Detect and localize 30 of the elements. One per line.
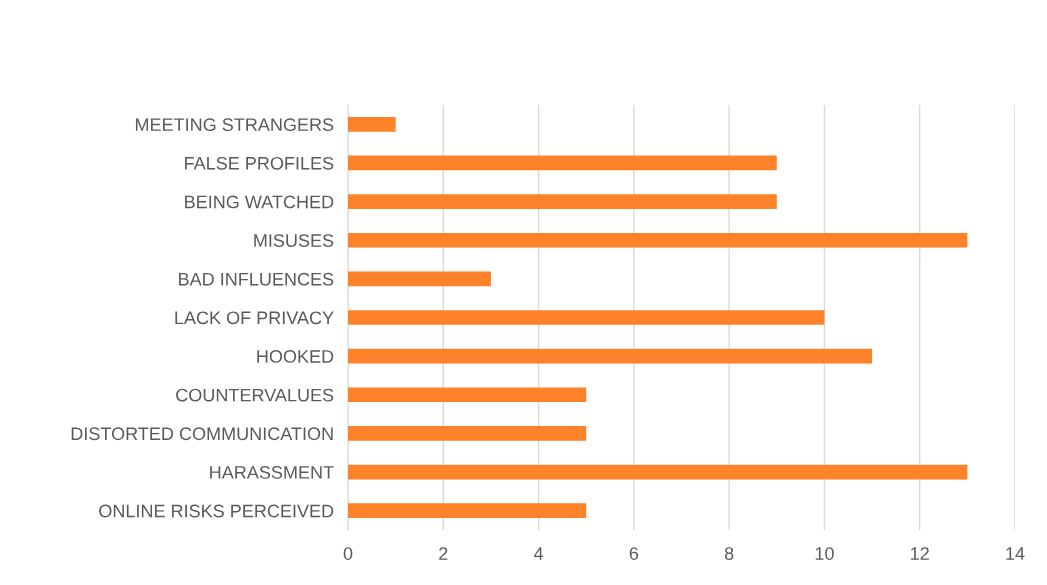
y-tick-label: DISTORTED COMMUNICATION — [71, 427, 333, 441]
y-tick-label: ONLINE RISKS PERCEIVED — [99, 504, 334, 518]
bar — [348, 116, 396, 132]
bar — [348, 232, 968, 248]
bar — [348, 271, 491, 287]
bar — [348, 155, 777, 171]
x-tick-label: 6 — [629, 547, 639, 560]
bar — [348, 348, 873, 364]
x-tick-label: 14 — [1006, 547, 1025, 560]
x-tick-label: 0 — [343, 547, 353, 560]
x-tick-label: 2 — [439, 547, 448, 560]
bar — [348, 464, 968, 480]
y-tick-label: COUNTERVALUES — [176, 388, 334, 402]
x-tick-label: 12 — [911, 547, 929, 560]
y-tick-label: FALSE PROFILES — [185, 156, 334, 170]
bar — [348, 310, 825, 325]
x-tick-label: 8 — [724, 547, 734, 560]
y-tick-label: LACK OF PRIVACY — [175, 311, 334, 325]
y-tick-label: BAD INFLUENCES — [179, 272, 334, 286]
y-tick-label: MEETING STRANGERS — [135, 118, 334, 132]
y-tick-label: HARASSMENT — [210, 465, 334, 479]
y-tick-label: HOOKED — [257, 350, 334, 363]
bar — [348, 194, 777, 209]
y-tick-label: MISUSES — [254, 234, 334, 247]
bar — [348, 503, 587, 519]
x-tick-label: 10 — [815, 547, 834, 560]
bar — [348, 387, 587, 403]
x-tick-label: 4 — [533, 547, 544, 560]
y-tick-label: BEING WATCHED — [185, 195, 334, 209]
bar — [348, 426, 587, 441]
